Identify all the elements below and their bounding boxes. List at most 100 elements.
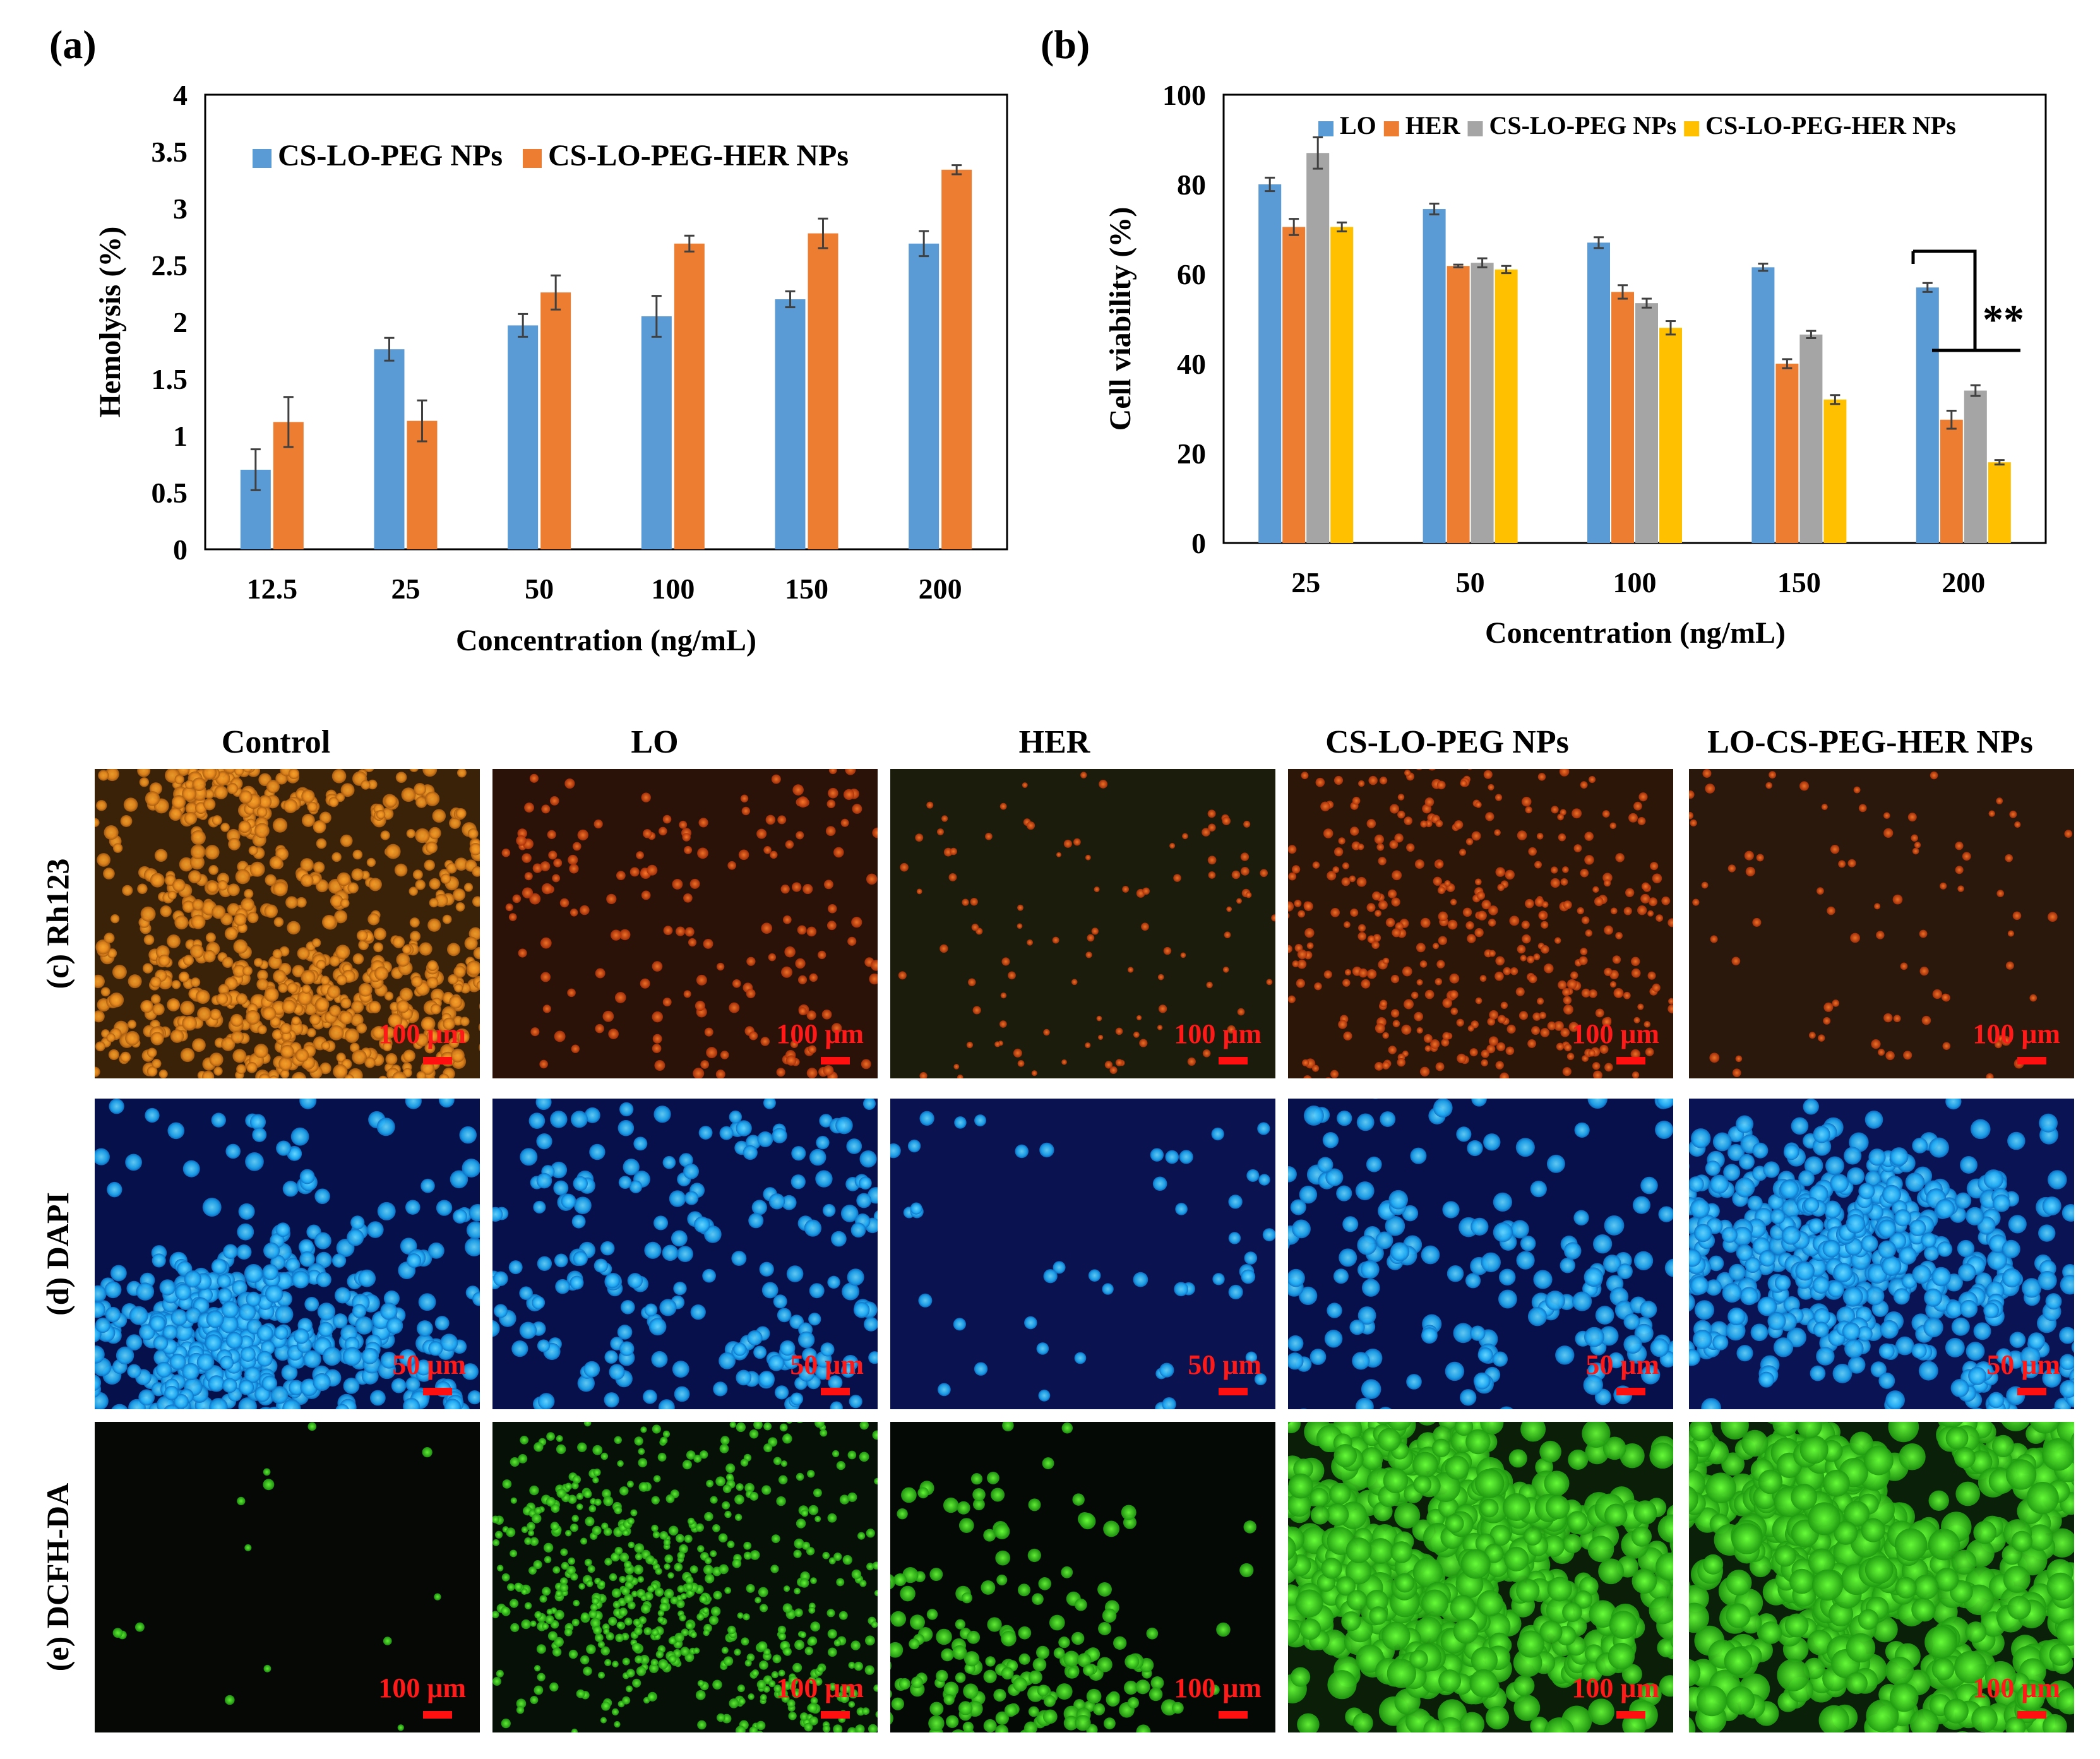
significance-marker: ** (1983, 297, 2024, 343)
a-bar (374, 349, 405, 549)
column-title: Control (222, 724, 330, 760)
a-ytick-label: 3 (173, 193, 188, 225)
scale-bar (821, 1711, 850, 1719)
b-ytick-label: 0 (1191, 527, 1206, 559)
a-bar (540, 292, 571, 549)
scale-bar-label: 100 μm (1972, 1673, 2060, 1703)
scale-bar-label: 50 μm (1585, 1349, 1659, 1380)
a-ytick-label: 2 (173, 306, 188, 338)
b-bar (1611, 292, 1634, 543)
b-legend-swatch (1318, 121, 1333, 136)
b-bar (1495, 270, 1518, 543)
a-legend-item: CS-LO-PEG NPs (253, 139, 503, 172)
a-bar (641, 316, 672, 549)
scale-bar (2017, 1388, 2046, 1395)
a-xtick-label: 200 (919, 573, 962, 605)
scale-bar-label: 50 μm (392, 1349, 466, 1380)
a-legend-label: CS-LO-PEG-HER NPs (548, 139, 849, 172)
scale-bar (821, 1057, 850, 1064)
scale-bar-label: 100 μm (378, 1673, 466, 1703)
a-legend-label: CS-LO-PEG NPs (278, 139, 503, 172)
micrograph-panel: 100 μm (817, 1419, 1275, 1756)
a-ytick-label: 1 (173, 420, 188, 452)
scale-bar (423, 1388, 452, 1395)
b-bar (1423, 209, 1446, 543)
b-bar (1823, 400, 1846, 543)
a-ytick-label: 2.5 (152, 249, 188, 282)
scale-bar-label: 50 μm (1188, 1349, 1262, 1380)
a-xtick-label: 150 (785, 573, 828, 605)
b-legend-item: CS-LO-PEG NPs (1467, 111, 1676, 140)
scale-bar-label: 100 μm (776, 1673, 864, 1703)
b-legend-label: CS-LO-PEG-HER NPs (1705, 111, 1956, 140)
b-legend-label: HER (1405, 111, 1461, 140)
b-legend-item: CS-LO-PEG-HER NPs (1684, 111, 1956, 140)
b-bar (1587, 242, 1610, 543)
b-bar (1940, 420, 1963, 543)
b-bar (1447, 266, 1470, 543)
b-legend-swatch (1384, 121, 1399, 136)
scale-bar (423, 1711, 452, 1719)
panel-a-label: (a) (49, 22, 97, 67)
scale-bar (2017, 1711, 2046, 1719)
micrograph-panel: 100 μm (492, 765, 883, 1082)
scale-bar (1219, 1057, 1248, 1064)
scale-bar-label: 100 μm (1972, 1018, 2060, 1049)
panel-a-xlabel: Concentration (ng/mL) (456, 624, 756, 657)
b-legend-swatch (1684, 121, 1699, 136)
b-legend-swatch (1467, 121, 1483, 136)
a-ytick-label: 0 (173, 534, 188, 566)
scale-bar-label: 50 μm (790, 1349, 864, 1380)
b-legend-label: CS-LO-PEG NPs (1489, 111, 1676, 140)
column-title: HER (1019, 724, 1091, 760)
b-xtick-label: 50 (1456, 566, 1485, 599)
scale-bar-label: 100 μm (1174, 1673, 1262, 1703)
scale-bar (1616, 1057, 1645, 1064)
a-ytick-label: 1.5 (152, 363, 188, 395)
a-bar (909, 244, 939, 549)
scale-bar-label: 100 μm (776, 1018, 864, 1049)
b-bar (1258, 184, 1281, 543)
a-xtick-label: 100 (651, 573, 695, 605)
row-label: (e) DCFH-DA (40, 1483, 75, 1672)
b-legend-item: LO (1318, 111, 1376, 140)
b-ytick-label: 20 (1177, 438, 1206, 470)
panel-b-ylabel: Cell viability (%) (1104, 207, 1137, 431)
panel-b-xlabel: Concentration (ng/mL) (1485, 616, 1786, 650)
scale-bar (1616, 1388, 1645, 1395)
b-ytick-label: 80 (1177, 169, 1206, 201)
b-bar (1964, 391, 1987, 543)
b-xtick-label: 150 (1777, 566, 1821, 599)
b-ytick-label: 40 (1177, 348, 1206, 380)
b-xtick-label: 200 (1942, 566, 1985, 599)
panel-b-label: (b) (1041, 22, 1090, 67)
b-xtick-label: 100 (1613, 566, 1657, 599)
scale-bar-label: 50 μm (1986, 1349, 2060, 1380)
b-ytick-label: 60 (1177, 258, 1206, 290)
b-bar (1799, 335, 1822, 543)
a-bar (808, 234, 838, 549)
scale-bar (1219, 1711, 1248, 1719)
micrograph-panel: 100 μm (1226, 746, 1712, 1136)
b-bar (1659, 328, 1682, 543)
micrograph-panel: 100 μm (1686, 769, 2074, 1081)
b-bar (1282, 227, 1305, 543)
scale-bar-label: 100 μm (1174, 1018, 1262, 1049)
b-legend-item: HER (1384, 111, 1461, 140)
a-bar (775, 299, 806, 549)
b-legend-label: LO (1340, 111, 1376, 140)
a-legend-swatch (253, 149, 271, 168)
column-title: CS-LO-PEG NPs (1325, 724, 1569, 760)
b-bar (1635, 303, 1658, 543)
a-ytick-label: 3.5 (152, 136, 188, 168)
a-bar (508, 325, 538, 549)
a-ytick-label: 0.5 (152, 477, 188, 509)
micrograph-panel: 100 μm (95, 1422, 480, 1732)
a-xtick-label: 12.5 (247, 573, 298, 605)
a-bar (674, 244, 705, 549)
b-xtick-label: 25 (1291, 566, 1320, 599)
